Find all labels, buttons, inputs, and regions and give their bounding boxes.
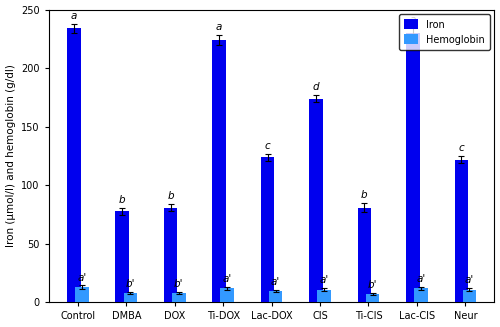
Bar — [318, 289, 331, 302]
Text: b: b — [119, 195, 126, 205]
Text: a': a' — [222, 274, 232, 284]
Bar — [462, 289, 476, 302]
Bar — [454, 160, 468, 302]
Text: a': a' — [271, 277, 280, 286]
Bar — [366, 294, 380, 302]
Y-axis label: Iron (μmol/l) and hemoglobin (g/dl): Iron (μmol/l) and hemoglobin (g/dl) — [6, 64, 16, 248]
Bar — [75, 287, 88, 302]
Bar — [358, 208, 371, 302]
Text: b: b — [361, 190, 368, 200]
Bar — [269, 291, 282, 302]
Bar — [414, 288, 428, 302]
Text: a': a' — [320, 275, 328, 285]
Bar — [309, 98, 323, 302]
Text: b: b — [168, 191, 174, 201]
Text: a: a — [70, 11, 77, 21]
Text: a: a — [410, 15, 416, 26]
Text: c: c — [458, 143, 464, 153]
Legend: Iron, Hemoglobin: Iron, Hemoglobin — [399, 14, 490, 49]
Text: d: d — [312, 82, 320, 92]
Bar — [261, 157, 274, 302]
Text: b': b' — [174, 279, 184, 289]
Text: a: a — [216, 22, 222, 32]
Bar — [124, 293, 137, 302]
Bar — [116, 211, 129, 302]
Bar — [164, 208, 177, 302]
Text: c: c — [264, 141, 270, 151]
Text: a': a' — [465, 275, 474, 285]
Text: b': b' — [126, 279, 135, 289]
Bar — [220, 288, 234, 302]
Text: a': a' — [78, 272, 86, 283]
Text: b': b' — [368, 280, 378, 290]
Bar — [212, 40, 226, 302]
Bar — [67, 28, 80, 302]
Text: a': a' — [416, 274, 426, 284]
Bar — [172, 293, 186, 302]
Bar — [406, 33, 419, 302]
